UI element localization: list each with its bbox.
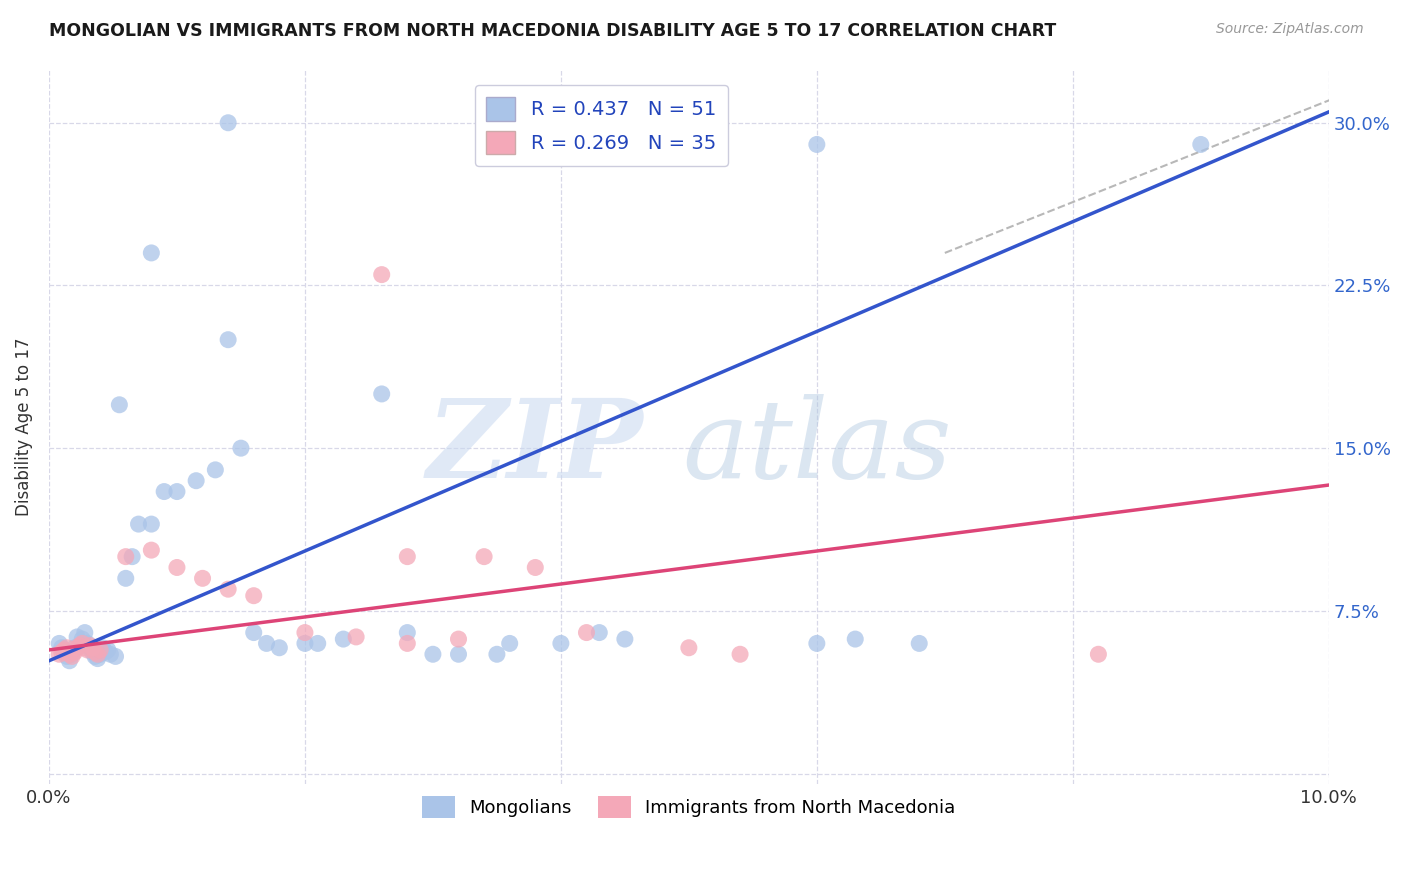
Point <box>60 649 83 664</box>
Point <box>370 268 392 282</box>
Point <box>396 549 419 564</box>
Point <box>422 647 444 661</box>
Point <box>242 589 264 603</box>
Point <box>806 636 828 650</box>
Point <box>89 647 111 661</box>
Point <box>1189 137 1212 152</box>
Point <box>56 640 79 655</box>
Point <box>472 549 495 564</box>
Point <box>91 640 114 655</box>
Point <box>186 474 208 488</box>
Point <box>524 560 547 574</box>
Point <box>344 630 367 644</box>
Point <box>86 647 108 661</box>
Point <box>121 549 143 564</box>
Point <box>217 116 239 130</box>
Point <box>242 625 264 640</box>
Point <box>728 647 751 661</box>
Point <box>396 625 419 640</box>
Text: ZIP: ZIP <box>427 394 644 501</box>
Point <box>84 649 107 664</box>
Point <box>51 645 73 659</box>
Point <box>294 625 316 640</box>
Legend: Mongolians, Immigrants from North Macedonia: Mongolians, Immigrants from North Macedo… <box>415 789 963 825</box>
Point <box>307 636 329 650</box>
Point <box>69 639 91 653</box>
Point <box>229 441 252 455</box>
Point <box>613 632 636 646</box>
Point <box>499 636 522 650</box>
Point <box>58 654 80 668</box>
Point <box>114 549 136 564</box>
Point <box>89 643 111 657</box>
Point <box>1087 647 1109 661</box>
Point <box>332 632 354 646</box>
Point <box>908 636 931 650</box>
Point <box>550 636 572 650</box>
Point <box>575 625 598 640</box>
Point <box>191 571 214 585</box>
Point <box>678 640 700 655</box>
Point <box>166 484 188 499</box>
Point <box>269 640 291 655</box>
Point <box>108 398 131 412</box>
Point <box>100 647 122 661</box>
Point <box>204 463 226 477</box>
Point <box>141 246 163 260</box>
Point <box>82 645 104 659</box>
Point <box>66 630 89 644</box>
Point <box>97 643 120 657</box>
Point <box>94 645 117 659</box>
Point <box>73 640 96 655</box>
Text: Source: ZipAtlas.com: Source: ZipAtlas.com <box>1216 22 1364 37</box>
Point <box>396 636 419 650</box>
Point <box>104 649 127 664</box>
Point <box>76 636 98 650</box>
Point <box>70 636 93 650</box>
Y-axis label: Disability Age 5 to 17: Disability Age 5 to 17 <box>15 337 32 516</box>
Point <box>70 632 93 646</box>
Point <box>485 647 508 661</box>
Point <box>217 582 239 597</box>
Point <box>48 647 70 661</box>
Point <box>141 517 163 532</box>
Point <box>58 647 80 661</box>
Text: MONGOLIAN VS IMMIGRANTS FROM NORTH MACEDONIA DISABILITY AGE 5 TO 17 CORRELATION : MONGOLIAN VS IMMIGRANTS FROM NORTH MACED… <box>49 22 1056 40</box>
Point <box>166 560 188 574</box>
Point <box>370 387 392 401</box>
Point <box>844 632 866 646</box>
Point <box>294 636 316 650</box>
Point <box>69 639 91 653</box>
Point <box>447 647 470 661</box>
Point <box>86 651 108 665</box>
Point <box>48 636 70 650</box>
Point <box>76 643 98 657</box>
Point <box>256 636 278 650</box>
Text: atlas: atlas <box>682 394 952 501</box>
Point <box>128 517 150 532</box>
Point <box>82 640 104 655</box>
Point <box>73 625 96 640</box>
Point <box>56 649 79 664</box>
Point <box>153 484 176 499</box>
Point <box>53 643 76 657</box>
Point <box>79 640 101 655</box>
Point <box>141 543 163 558</box>
Point <box>63 645 86 659</box>
Point <box>79 639 101 653</box>
Point <box>53 645 76 659</box>
Point <box>51 640 73 655</box>
Point <box>84 645 107 659</box>
Point <box>66 640 89 655</box>
Point <box>217 333 239 347</box>
Point <box>806 137 828 152</box>
Point <box>588 625 610 640</box>
Point <box>114 571 136 585</box>
Point <box>63 640 86 655</box>
Point <box>447 632 470 646</box>
Point <box>60 647 83 661</box>
